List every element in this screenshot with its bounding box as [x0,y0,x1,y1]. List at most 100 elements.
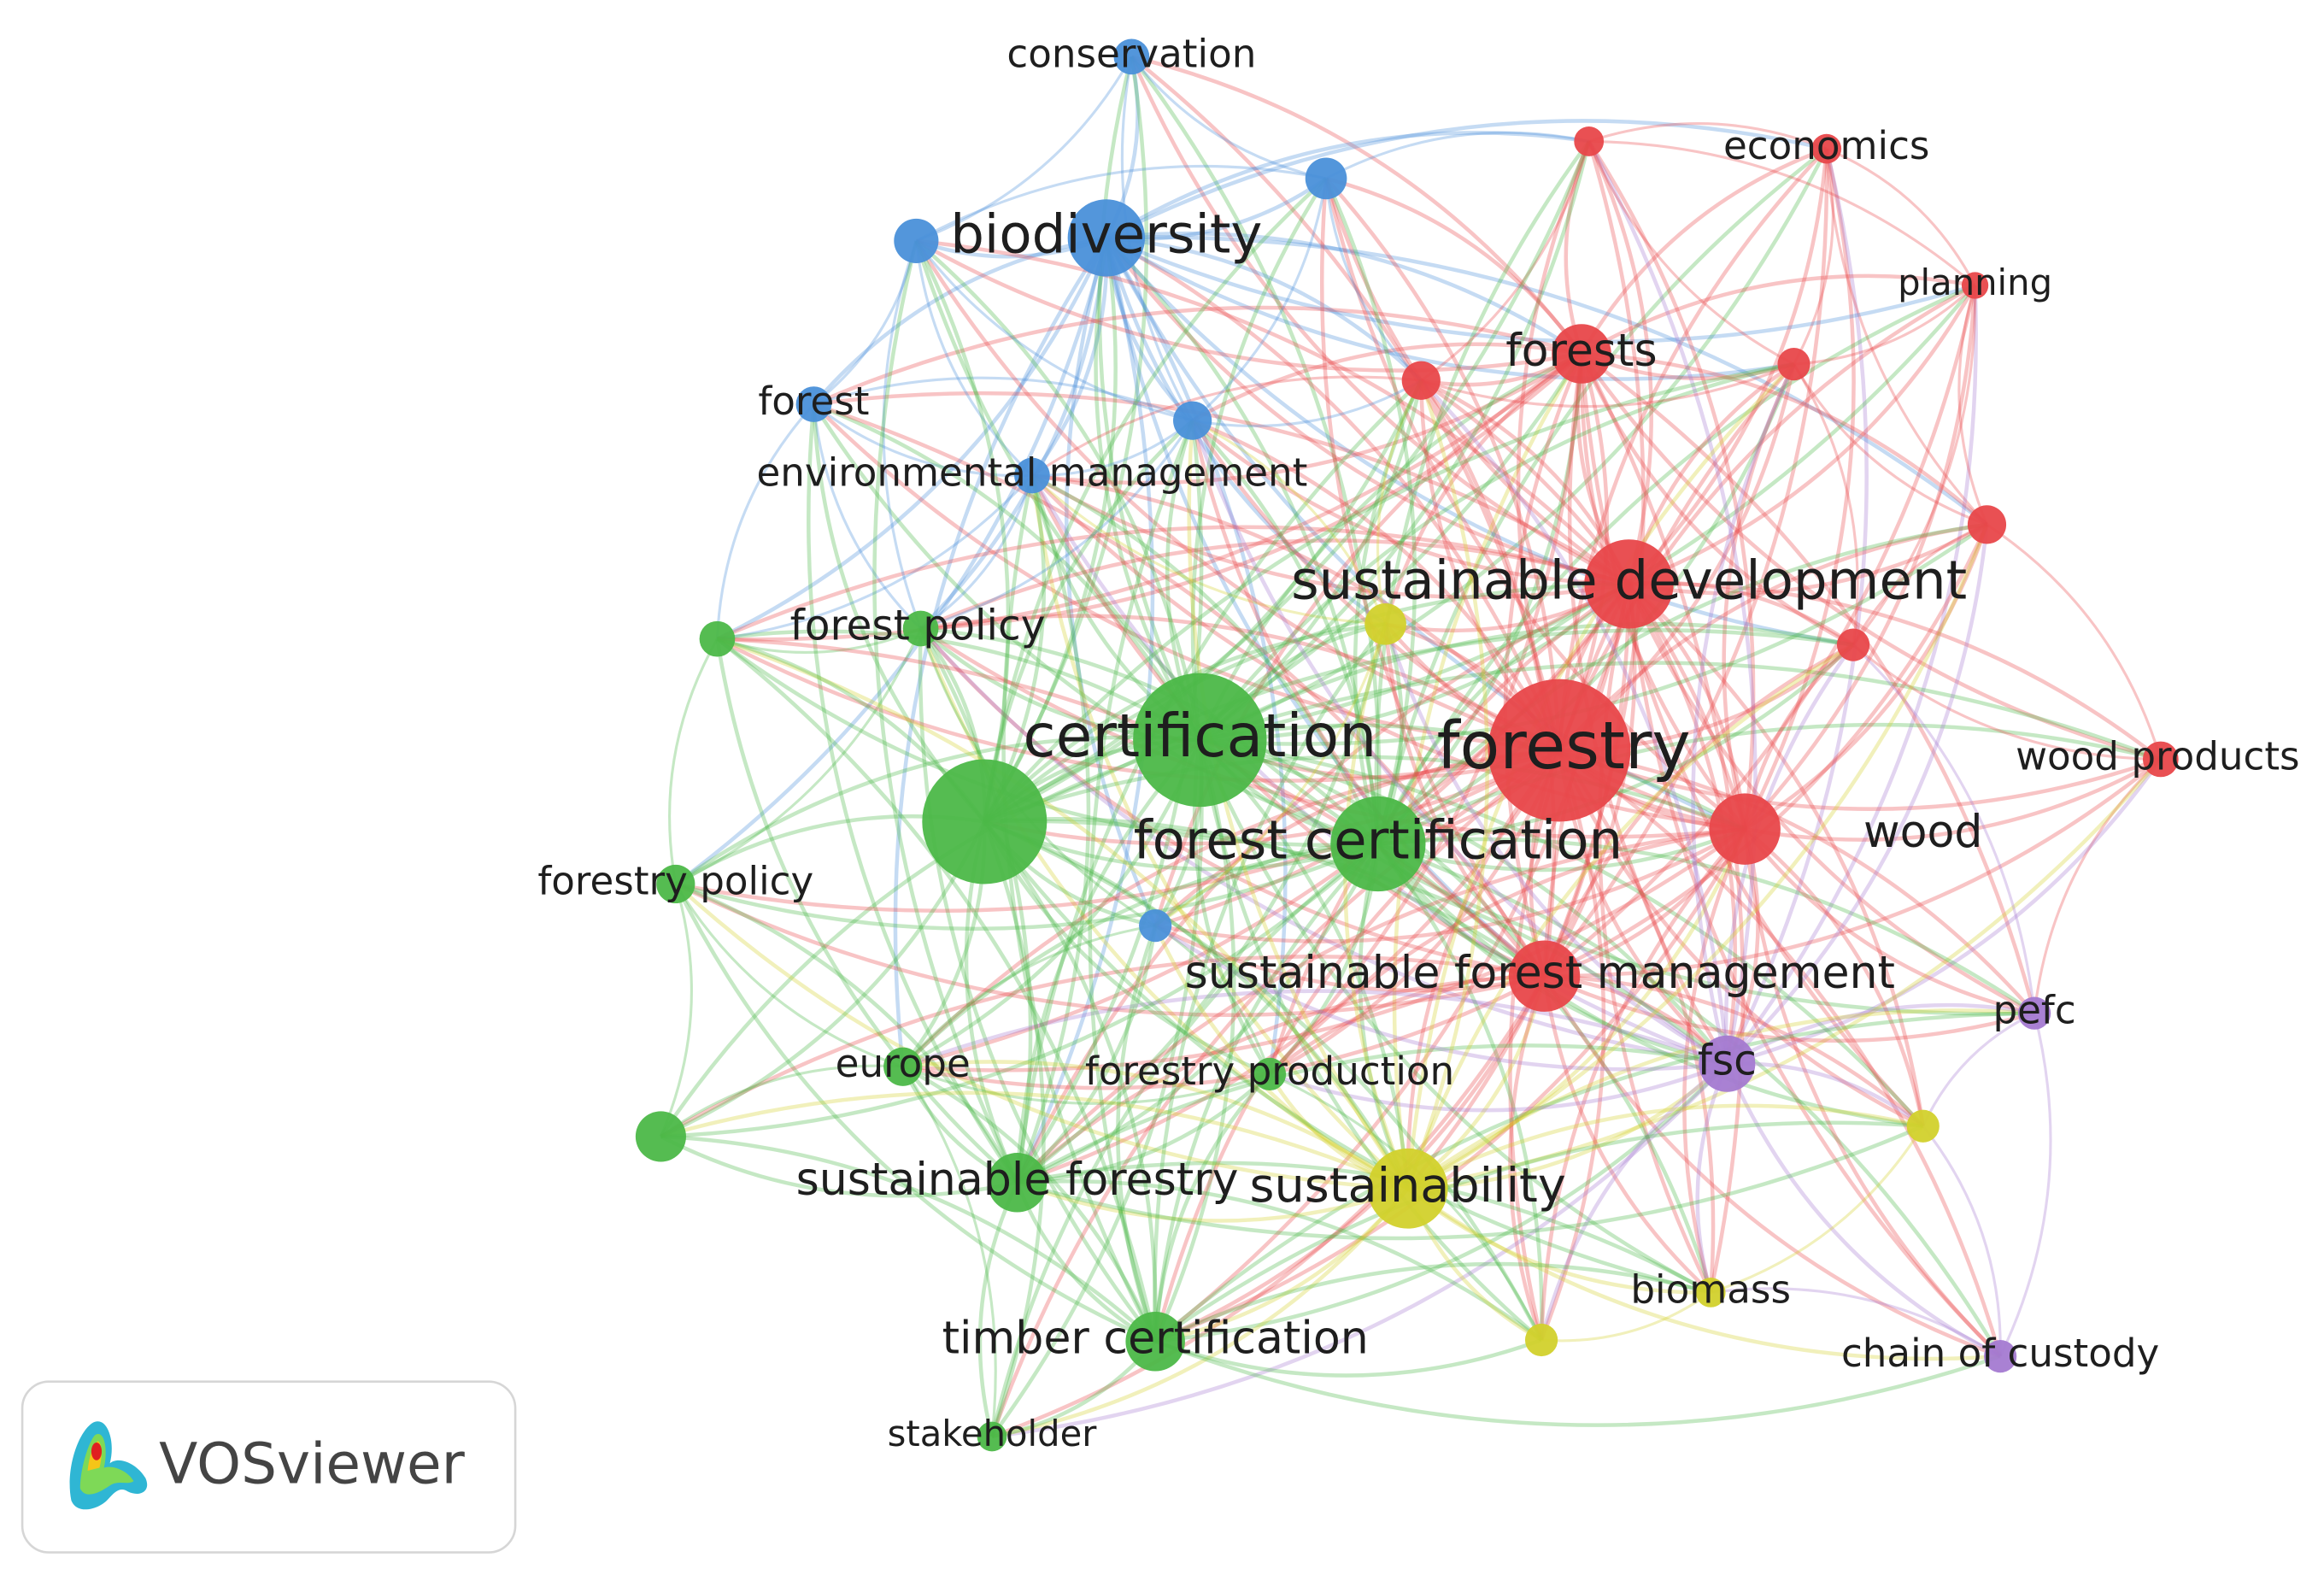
node [902,610,939,647]
edge [1542,584,1637,978]
node-label: conservation [1006,31,1256,76]
node-label: forest policy [790,602,1046,650]
edge [1153,1011,2035,1343]
node-label: forestry production [1085,1049,1454,1094]
nodes [635,38,2179,1452]
edge [1030,474,1386,626]
node [1508,940,1581,1012]
edge [1383,624,1546,978]
edge [1743,524,1989,832]
edge [660,1134,1018,1198]
edge [674,882,1408,1190]
edge [1543,974,2035,1043]
edge [1376,522,1987,846]
edge [1691,363,1796,1065]
edge [1268,826,1746,1076]
edge [1376,379,1423,625]
edge [1544,757,2163,978]
edge [1191,178,1328,422]
edge [1191,419,1388,625]
edge [916,238,1631,585]
edge [1105,236,1381,844]
edge [812,403,986,823]
edge [1325,176,1583,356]
edge [1742,828,2002,1358]
edge [901,924,1156,1068]
edge [1105,236,1854,647]
edge [918,628,1157,1343]
edge [1105,237,1630,586]
edge [1031,419,1194,478]
edge [1383,352,1583,625]
edge [983,582,1629,824]
edge [1542,362,1796,977]
edge [1503,353,1584,977]
edge [1190,420,1728,1066]
edge [1016,749,1561,1184]
edge [983,140,1591,824]
edge [1016,973,1545,1184]
edge [1104,237,1546,978]
edge [902,974,1546,1090]
edge [1015,420,1204,1184]
edge [1154,583,1631,928]
edge [918,626,1728,1066]
node-label: sustainable forestry [796,1155,1239,1206]
edge [983,820,1046,1437]
edge [675,842,1379,931]
edge [919,626,1746,839]
edge [1406,584,1631,1190]
edge [1629,522,1988,596]
edge [1031,473,1561,752]
edge [1094,238,1202,742]
edge [918,238,1109,631]
edge [1957,285,1988,526]
node [1133,673,1267,808]
edge [1198,738,1712,1295]
edge [1627,583,2036,1015]
edge [915,238,1582,373]
node [1777,348,1810,381]
edge [716,637,1560,783]
edge [813,305,1582,407]
edge [1852,523,1988,646]
edge [1031,352,1583,485]
edge [914,239,1011,822]
edge [1558,748,2036,1015]
edge [1627,584,2002,1358]
edge [1106,236,1423,382]
edge [674,882,1546,1017]
edge [813,376,1194,422]
node [1906,1109,1940,1143]
edge [1743,827,2035,1015]
edge [674,237,1109,886]
edge [1130,56,1630,586]
edge [1030,475,1410,1190]
edge [1153,1120,1923,1343]
edge [1130,55,1583,356]
node [1364,602,1406,645]
edge [1406,379,1489,1190]
edge [1629,581,2163,761]
node [987,1153,1048,1213]
edge [902,1060,1409,1190]
edge [983,379,1423,824]
edge [983,419,1194,822]
node [1699,1035,1756,1092]
node [922,759,1048,884]
edge [1198,738,1410,1189]
edge [1628,582,1925,1127]
node [1961,272,1989,299]
edge [1793,284,1976,366]
edge [1542,149,1829,978]
edge [901,1066,997,1437]
edge [813,402,1202,741]
edge [716,237,1108,641]
logo-text: VOSviewer [159,1431,466,1497]
node-label: timber certification [942,1313,1369,1365]
edge [1406,1186,2001,1361]
edge [1190,420,1546,978]
edge [1116,925,1158,1343]
edge [914,240,1034,477]
node [699,620,736,657]
